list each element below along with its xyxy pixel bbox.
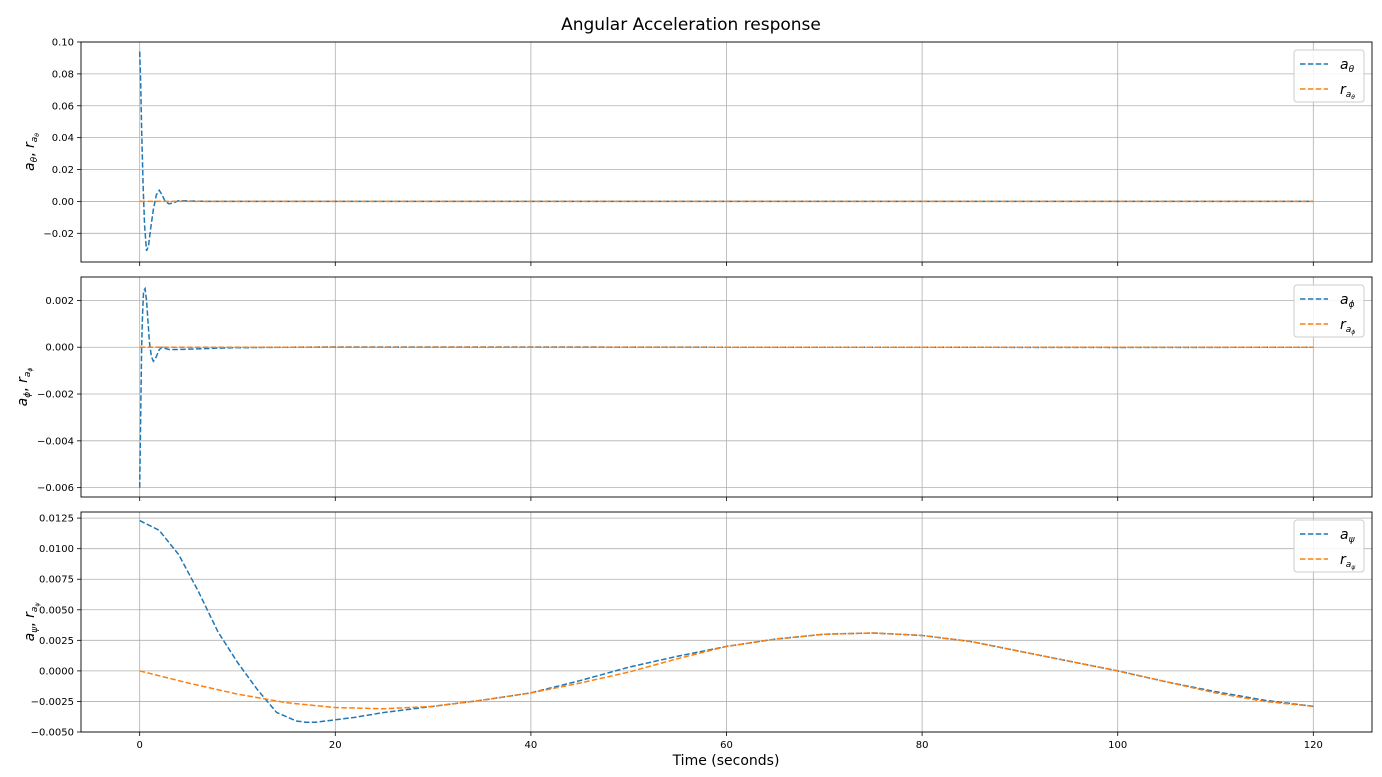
legend-label: raθ bbox=[1340, 82, 1355, 101]
y-tick-label: −0.002 bbox=[37, 390, 74, 401]
y-tick-label: −0.02 bbox=[43, 229, 74, 240]
axes-1: −0.02 0.00 0.02 0.04 0.06 0.08 0.10 aθ, raθ aθ ra… bbox=[22, 38, 1373, 266]
x-tick-label: 80 bbox=[916, 740, 929, 751]
y-axis-label: aθ, raθ bbox=[22, 133, 41, 171]
y-tick-label: 0.0125 bbox=[39, 514, 74, 525]
legend: aψ raψ bbox=[1293, 519, 1365, 573]
legend: aθ raθ bbox=[1293, 49, 1365, 103]
x-tick-label: 120 bbox=[1304, 740, 1323, 751]
y-tick-label: 0.10 bbox=[52, 38, 74, 49]
y-tick-label: 0.08 bbox=[52, 69, 74, 80]
legend-label: aψ bbox=[1340, 527, 1356, 545]
y-tick-label: 0.000 bbox=[45, 343, 74, 354]
y-axis-label: aϕ, raϕ bbox=[15, 368, 34, 407]
y-tick-label: 0.00 bbox=[52, 197, 74, 208]
legend-label: aϕ bbox=[1340, 292, 1355, 310]
y-axis-label: aψ, raψ bbox=[22, 602, 41, 642]
y-tick-label: −0.006 bbox=[37, 483, 74, 494]
x-tick-label: 60 bbox=[720, 740, 733, 751]
legend-label: raϕ bbox=[1340, 317, 1355, 336]
x-tick-label: 100 bbox=[1108, 740, 1127, 751]
y-tick-label: 0.02 bbox=[52, 165, 74, 176]
y-tick-label: −0.0025 bbox=[31, 697, 74, 708]
y-tick-label: 0.0000 bbox=[39, 666, 74, 677]
y-tick-label: −0.0050 bbox=[31, 728, 74, 739]
y-tick-label: 0.06 bbox=[52, 101, 74, 112]
y-tick-label: 0.0025 bbox=[39, 636, 74, 647]
x-axis-label: Time (seconds) bbox=[672, 753, 780, 769]
legend: aϕ raϕ bbox=[1293, 284, 1365, 338]
legend-label: aθ bbox=[1340, 57, 1355, 75]
series-line-a bbox=[138, 286, 1314, 488]
x-tick-label: 0 bbox=[136, 740, 142, 751]
y-tick-label: 0.002 bbox=[45, 296, 74, 307]
x-tick-label: 20 bbox=[329, 740, 342, 751]
y-tick-label: 0.0100 bbox=[39, 544, 74, 555]
y-tick-label: 0.0075 bbox=[39, 575, 74, 586]
y-tick-label: 0.0050 bbox=[39, 605, 74, 616]
axes-container: −0.02 0.00 0.02 0.04 0.06 0.08 0.10 aθ, raθ aθ ra… bbox=[15, 38, 1373, 751]
y-tick-label: −0.004 bbox=[37, 436, 74, 447]
y-tick-label: 0.04 bbox=[52, 133, 74, 144]
series-line-r bbox=[139, 632, 1314, 710]
axes-2: −0.006 −0.004 −0.002 0.000 0.002 aϕ, raϕ aϕ raϕ bbox=[15, 276, 1373, 501]
axes-3: 0 20 40 60 80 100 120 −0.0050 −0.0025 0.0000 0.002… bbox=[22, 511, 1373, 751]
legend-label: raψ bbox=[1340, 552, 1356, 571]
x-tick-label: 40 bbox=[525, 740, 538, 751]
figure-title: Angular Acceleration response bbox=[561, 15, 821, 35]
